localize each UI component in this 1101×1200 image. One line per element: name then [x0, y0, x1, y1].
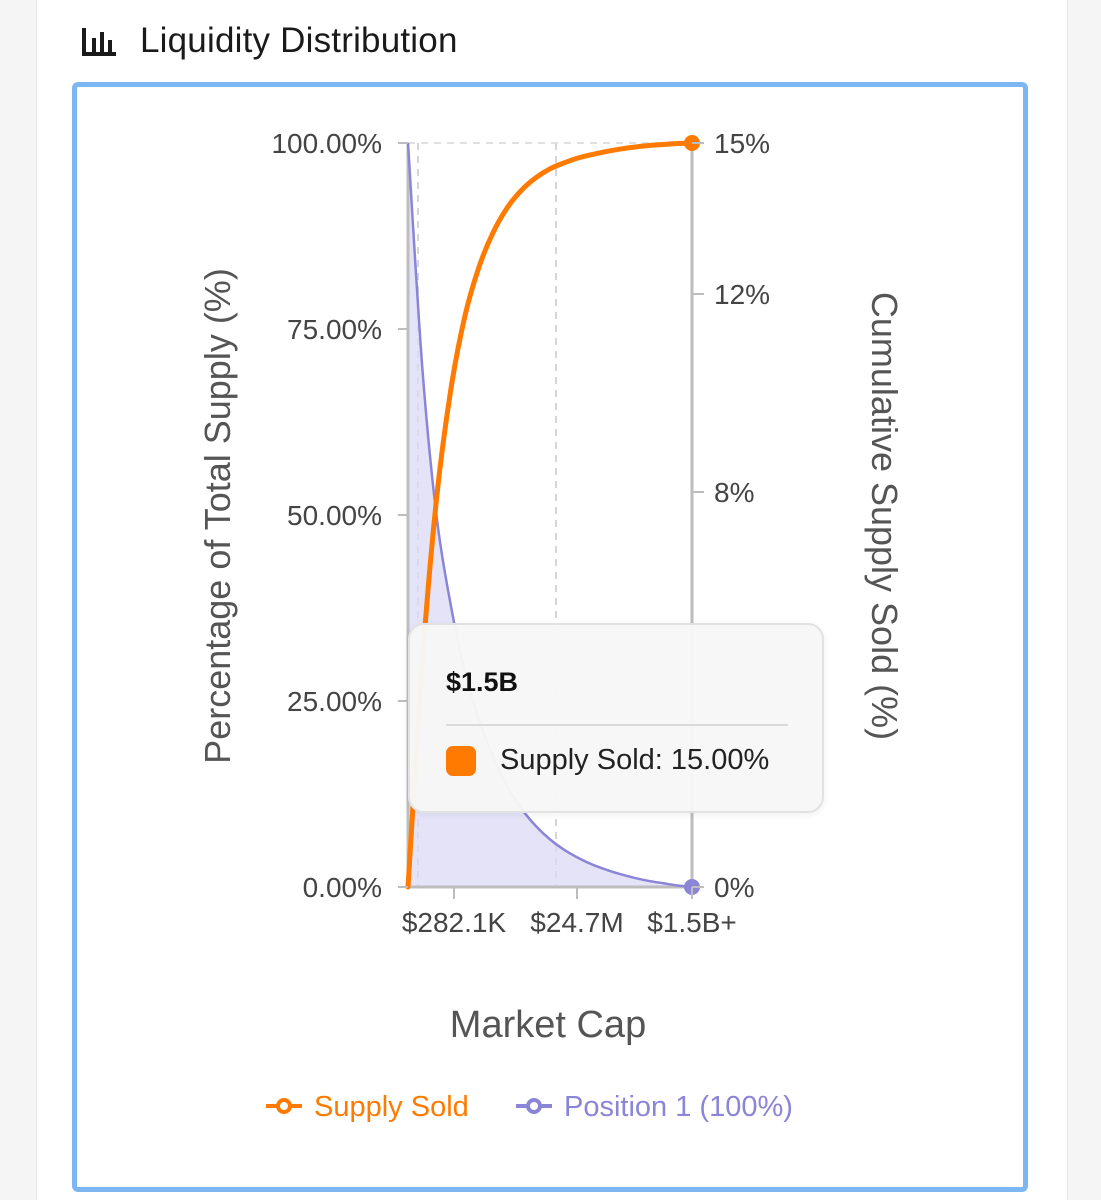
y-left-tick-label: 0.00% — [303, 872, 382, 903]
bar-chart-icon — [82, 28, 116, 56]
y-right-tick-label: 0% — [714, 872, 754, 903]
x-tick-label: $1.5B+ — [647, 907, 737, 938]
y-right-tick-label: 8% — [714, 477, 754, 508]
legend-item-position-1[interactable]: Position 1 (100%) — [516, 1091, 793, 1123]
panel-title: Liquidity Distribution — [140, 21, 458, 60]
y-axis-right-label: Cumulative Supply Sold (%) — [864, 292, 905, 740]
x-tick-label: $282.1K — [402, 907, 507, 938]
x-axis-label: Market Cap — [450, 1004, 646, 1046]
legend-label-position-1: Position 1 (100%) — [564, 1091, 793, 1123]
y-axis-left-label: Percentage of Total Supply (%) — [197, 268, 238, 764]
supply-sold-line — [405, 140, 695, 890]
tooltip-title: $1.5B — [446, 667, 519, 697]
chart-legend: Supply Sold Position 1 (100%) — [266, 1091, 793, 1123]
panel-header: Liquidity Distribution — [80, 18, 458, 64]
y-left-tick-label: 100.00% — [271, 128, 382, 159]
y-left-tick-label: 75.00% — [287, 314, 382, 345]
tooltip-swatch — [446, 746, 476, 776]
y-right-tick-label: 12% — [714, 279, 770, 310]
chart-tooltip: $1.5B Supply Sold: 15.00% — [408, 623, 824, 813]
y-right-tick-label: 15% — [714, 128, 770, 159]
x-tick-label: $24.7M — [530, 907, 623, 938]
y-left-tick-label: 50.00% — [287, 500, 382, 531]
y-left-tick-label: 25.00% — [287, 686, 382, 717]
legend-item-supply-sold[interactable]: Supply Sold — [266, 1091, 469, 1123]
legend-label-supply-sold: Supply Sold — [314, 1091, 469, 1123]
tooltip-divider — [446, 724, 788, 726]
position-line — [406, 142, 693, 889]
tooltip-series-value: Supply Sold: 15.00% — [500, 744, 770, 776]
